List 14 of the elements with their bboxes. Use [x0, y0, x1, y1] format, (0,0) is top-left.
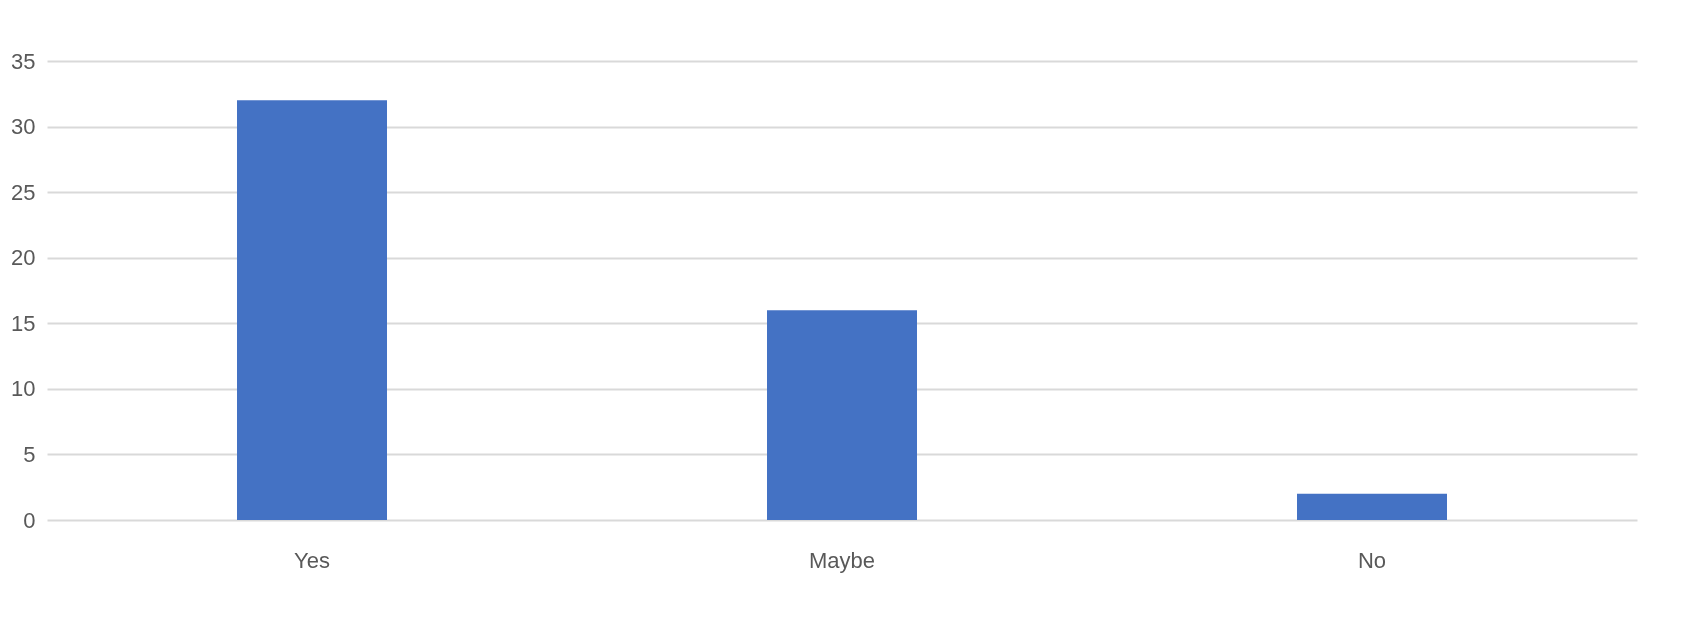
bar [1297, 493, 1447, 520]
y-tick-label: 5 [23, 441, 36, 467]
y-tick-label: 30 [11, 114, 36, 140]
x-tick-label: Yes [294, 547, 330, 573]
y-tick-label: 10 [11, 376, 36, 402]
y-tick-label: 0 [23, 507, 36, 533]
y-tick-label: 25 [11, 179, 36, 205]
x-tick-label: Maybe [808, 547, 876, 573]
bar [767, 310, 917, 520]
bar [237, 100, 387, 520]
y-tick-label: 20 [11, 245, 36, 271]
x-tick-label: No [1357, 547, 1387, 573]
y-tick-label: 35 [11, 48, 36, 74]
y-tick-label: 15 [11, 310, 36, 336]
